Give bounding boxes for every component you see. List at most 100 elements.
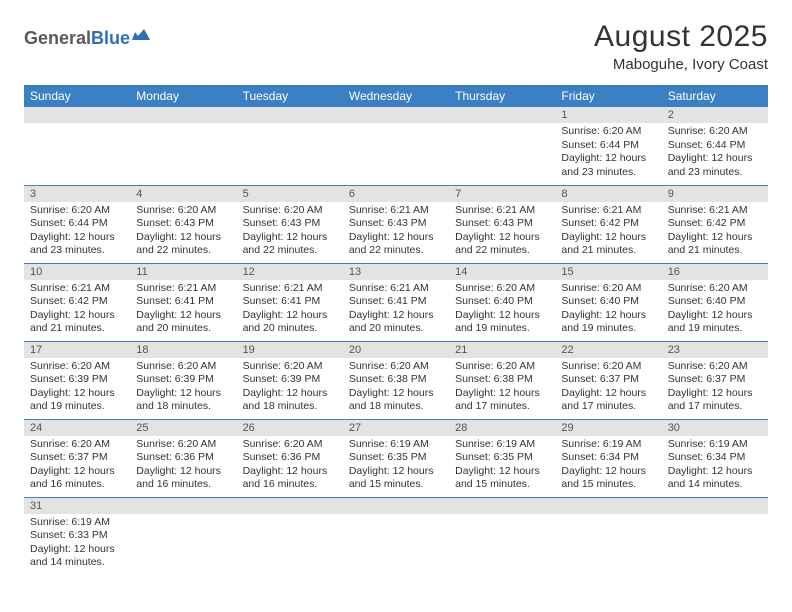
day-number: 14 <box>449 264 555 280</box>
day-line: Sunset: 6:39 PM <box>243 373 337 387</box>
day-body: Sunrise: 6:20 AMSunset: 6:38 PMDaylight:… <box>343 358 449 419</box>
calendar-cell: 23Sunrise: 6:20 AMSunset: 6:37 PMDayligh… <box>662 341 768 419</box>
calendar-cell: 20Sunrise: 6:20 AMSunset: 6:38 PMDayligh… <box>343 341 449 419</box>
day-line: Sunset: 6:35 PM <box>349 451 443 465</box>
calendar-cell: 30Sunrise: 6:19 AMSunset: 6:34 PMDayligh… <box>662 419 768 497</box>
day-body <box>130 514 236 572</box>
day-number: 6 <box>343 186 449 202</box>
day-line: Sunrise: 6:20 AM <box>136 438 230 452</box>
day-line: Daylight: 12 hours and 22 minutes. <box>455 231 549 258</box>
day-line: Sunrise: 6:21 AM <box>668 204 762 218</box>
day-line: Sunset: 6:40 PM <box>668 295 762 309</box>
day-line: Sunset: 6:35 PM <box>455 451 549 465</box>
day-number: 30 <box>662 420 768 436</box>
calendar-cell: 15Sunrise: 6:20 AMSunset: 6:40 PMDayligh… <box>555 263 661 341</box>
day-line: Sunrise: 6:21 AM <box>30 282 124 296</box>
calendar-cell <box>555 497 661 575</box>
calendar-cell: 25Sunrise: 6:20 AMSunset: 6:36 PMDayligh… <box>130 419 236 497</box>
day-number <box>449 498 555 514</box>
day-line: Daylight: 12 hours and 20 minutes. <box>243 309 337 336</box>
day-line: Daylight: 12 hours and 15 minutes. <box>561 465 655 492</box>
day-body: Sunrise: 6:20 AMSunset: 6:40 PMDaylight:… <box>449 280 555 341</box>
day-line: Sunrise: 6:21 AM <box>243 282 337 296</box>
day-line: Sunrise: 6:21 AM <box>136 282 230 296</box>
day-body <box>662 514 768 572</box>
day-number: 25 <box>130 420 236 436</box>
calendar-cell <box>130 107 236 185</box>
day-body: Sunrise: 6:21 AMSunset: 6:41 PMDaylight:… <box>237 280 343 341</box>
calendar-cell: 13Sunrise: 6:21 AMSunset: 6:41 PMDayligh… <box>343 263 449 341</box>
month-title: August 2025 <box>594 20 768 54</box>
day-line: Daylight: 12 hours and 21 minutes. <box>668 231 762 258</box>
day-number <box>130 498 236 514</box>
day-number: 19 <box>237 342 343 358</box>
calendar-cell: 3Sunrise: 6:20 AMSunset: 6:44 PMDaylight… <box>24 185 130 263</box>
day-line: Daylight: 12 hours and 21 minutes. <box>30 309 124 336</box>
day-number: 3 <box>24 186 130 202</box>
day-body: Sunrise: 6:20 AMSunset: 6:44 PMDaylight:… <box>555 123 661 184</box>
day-line: Sunset: 6:40 PM <box>455 295 549 309</box>
calendar-cell: 14Sunrise: 6:20 AMSunset: 6:40 PMDayligh… <box>449 263 555 341</box>
calendar-cell: 6Sunrise: 6:21 AMSunset: 6:43 PMDaylight… <box>343 185 449 263</box>
day-header: Monday <box>130 85 236 107</box>
day-number <box>343 107 449 123</box>
day-line: Sunset: 6:43 PM <box>349 217 443 231</box>
day-line: Sunset: 6:36 PM <box>136 451 230 465</box>
day-line: Sunrise: 6:19 AM <box>349 438 443 452</box>
day-body: Sunrise: 6:19 AMSunset: 6:34 PMDaylight:… <box>662 436 768 497</box>
calendar-cell: 26Sunrise: 6:20 AMSunset: 6:36 PMDayligh… <box>237 419 343 497</box>
day-body: Sunrise: 6:20 AMSunset: 6:37 PMDaylight:… <box>662 358 768 419</box>
calendar-cell: 21Sunrise: 6:20 AMSunset: 6:38 PMDayligh… <box>449 341 555 419</box>
day-number <box>130 107 236 123</box>
day-number: 15 <box>555 264 661 280</box>
day-line: Sunset: 6:44 PM <box>561 139 655 153</box>
day-line: Daylight: 12 hours and 23 minutes. <box>561 152 655 179</box>
day-number <box>449 107 555 123</box>
day-number: 29 <box>555 420 661 436</box>
day-body: Sunrise: 6:20 AMSunset: 6:44 PMDaylight:… <box>24 202 130 263</box>
day-body: Sunrise: 6:20 AMSunset: 6:43 PMDaylight:… <box>130 202 236 263</box>
day-line: Sunset: 6:41 PM <box>136 295 230 309</box>
day-body: Sunrise: 6:20 AMSunset: 6:37 PMDaylight:… <box>24 436 130 497</box>
day-line: Sunrise: 6:20 AM <box>561 282 655 296</box>
day-number: 10 <box>24 264 130 280</box>
day-body <box>24 123 130 181</box>
day-body: Sunrise: 6:21 AMSunset: 6:41 PMDaylight:… <box>130 280 236 341</box>
day-number: 31 <box>24 498 130 514</box>
day-line: Daylight: 12 hours and 18 minutes. <box>136 387 230 414</box>
day-number: 27 <box>343 420 449 436</box>
calendar-cell: 12Sunrise: 6:21 AMSunset: 6:41 PMDayligh… <box>237 263 343 341</box>
calendar-cell <box>343 497 449 575</box>
day-line: Daylight: 12 hours and 19 minutes. <box>561 309 655 336</box>
calendar-cell <box>449 107 555 185</box>
day-number <box>343 498 449 514</box>
day-line: Sunset: 6:39 PM <box>136 373 230 387</box>
day-line: Sunrise: 6:19 AM <box>561 438 655 452</box>
day-number: 17 <box>24 342 130 358</box>
day-number <box>24 107 130 123</box>
calendar-cell: 11Sunrise: 6:21 AMSunset: 6:41 PMDayligh… <box>130 263 236 341</box>
day-line: Sunset: 6:34 PM <box>561 451 655 465</box>
day-number: 12 <box>237 264 343 280</box>
day-line: Daylight: 12 hours and 23 minutes. <box>30 231 124 258</box>
day-line: Daylight: 12 hours and 19 minutes. <box>455 309 549 336</box>
calendar-cell <box>237 107 343 185</box>
day-body: Sunrise: 6:20 AMSunset: 6:40 PMDaylight:… <box>662 280 768 341</box>
day-line: Sunrise: 6:21 AM <box>349 282 443 296</box>
location: Maboguhe, Ivory Coast <box>594 56 768 73</box>
day-body: Sunrise: 6:21 AMSunset: 6:43 PMDaylight:… <box>343 202 449 263</box>
day-line: Sunrise: 6:20 AM <box>668 282 762 296</box>
calendar-cell <box>24 107 130 185</box>
day-line: Sunset: 6:44 PM <box>668 139 762 153</box>
calendar-cell: 1Sunrise: 6:20 AMSunset: 6:44 PMDaylight… <box>555 107 661 185</box>
day-header: Thursday <box>449 85 555 107</box>
day-body: Sunrise: 6:20 AMSunset: 6:44 PMDaylight:… <box>662 123 768 184</box>
day-line: Sunrise: 6:20 AM <box>561 360 655 374</box>
day-line: Sunset: 6:36 PM <box>243 451 337 465</box>
day-line: Sunset: 6:41 PM <box>349 295 443 309</box>
day-number <box>555 498 661 514</box>
day-line: Sunrise: 6:20 AM <box>243 204 337 218</box>
day-body <box>237 123 343 181</box>
day-line: Sunset: 6:42 PM <box>668 217 762 231</box>
day-line: Sunset: 6:34 PM <box>668 451 762 465</box>
